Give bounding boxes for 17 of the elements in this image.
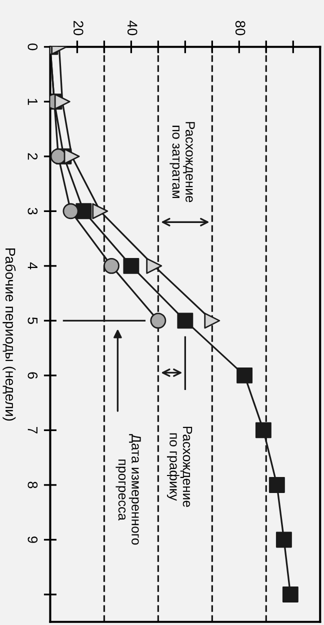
y-tick-label: 0 <box>28 44 38 50</box>
y-tick-label: 4 <box>28 262 38 270</box>
x-tick-label: 80 <box>235 20 246 36</box>
y-tick-label: 3 <box>28 208 38 214</box>
y-tick-label: 8 <box>28 482 38 488</box>
y-tick-label: 5 <box>28 317 38 324</box>
x-tick-label: 20 <box>73 21 84 36</box>
annotation: Расхождение по графику <box>166 426 192 507</box>
annotation: Расхождение по затратам <box>170 122 195 202</box>
y-tick-label: 6 <box>28 372 38 379</box>
annotation: Дата измеренного прогресса <box>116 434 141 545</box>
y-tick-label: 9 <box>28 536 38 543</box>
y-tick-label: 7 <box>28 427 38 434</box>
x-tick-label: 40 <box>127 20 138 36</box>
y-tick-label: 2 <box>28 153 38 160</box>
y-tick-label: 1 <box>28 98 38 105</box>
y-axis-title: Рабочие периоды (недели) <box>2 248 16 421</box>
